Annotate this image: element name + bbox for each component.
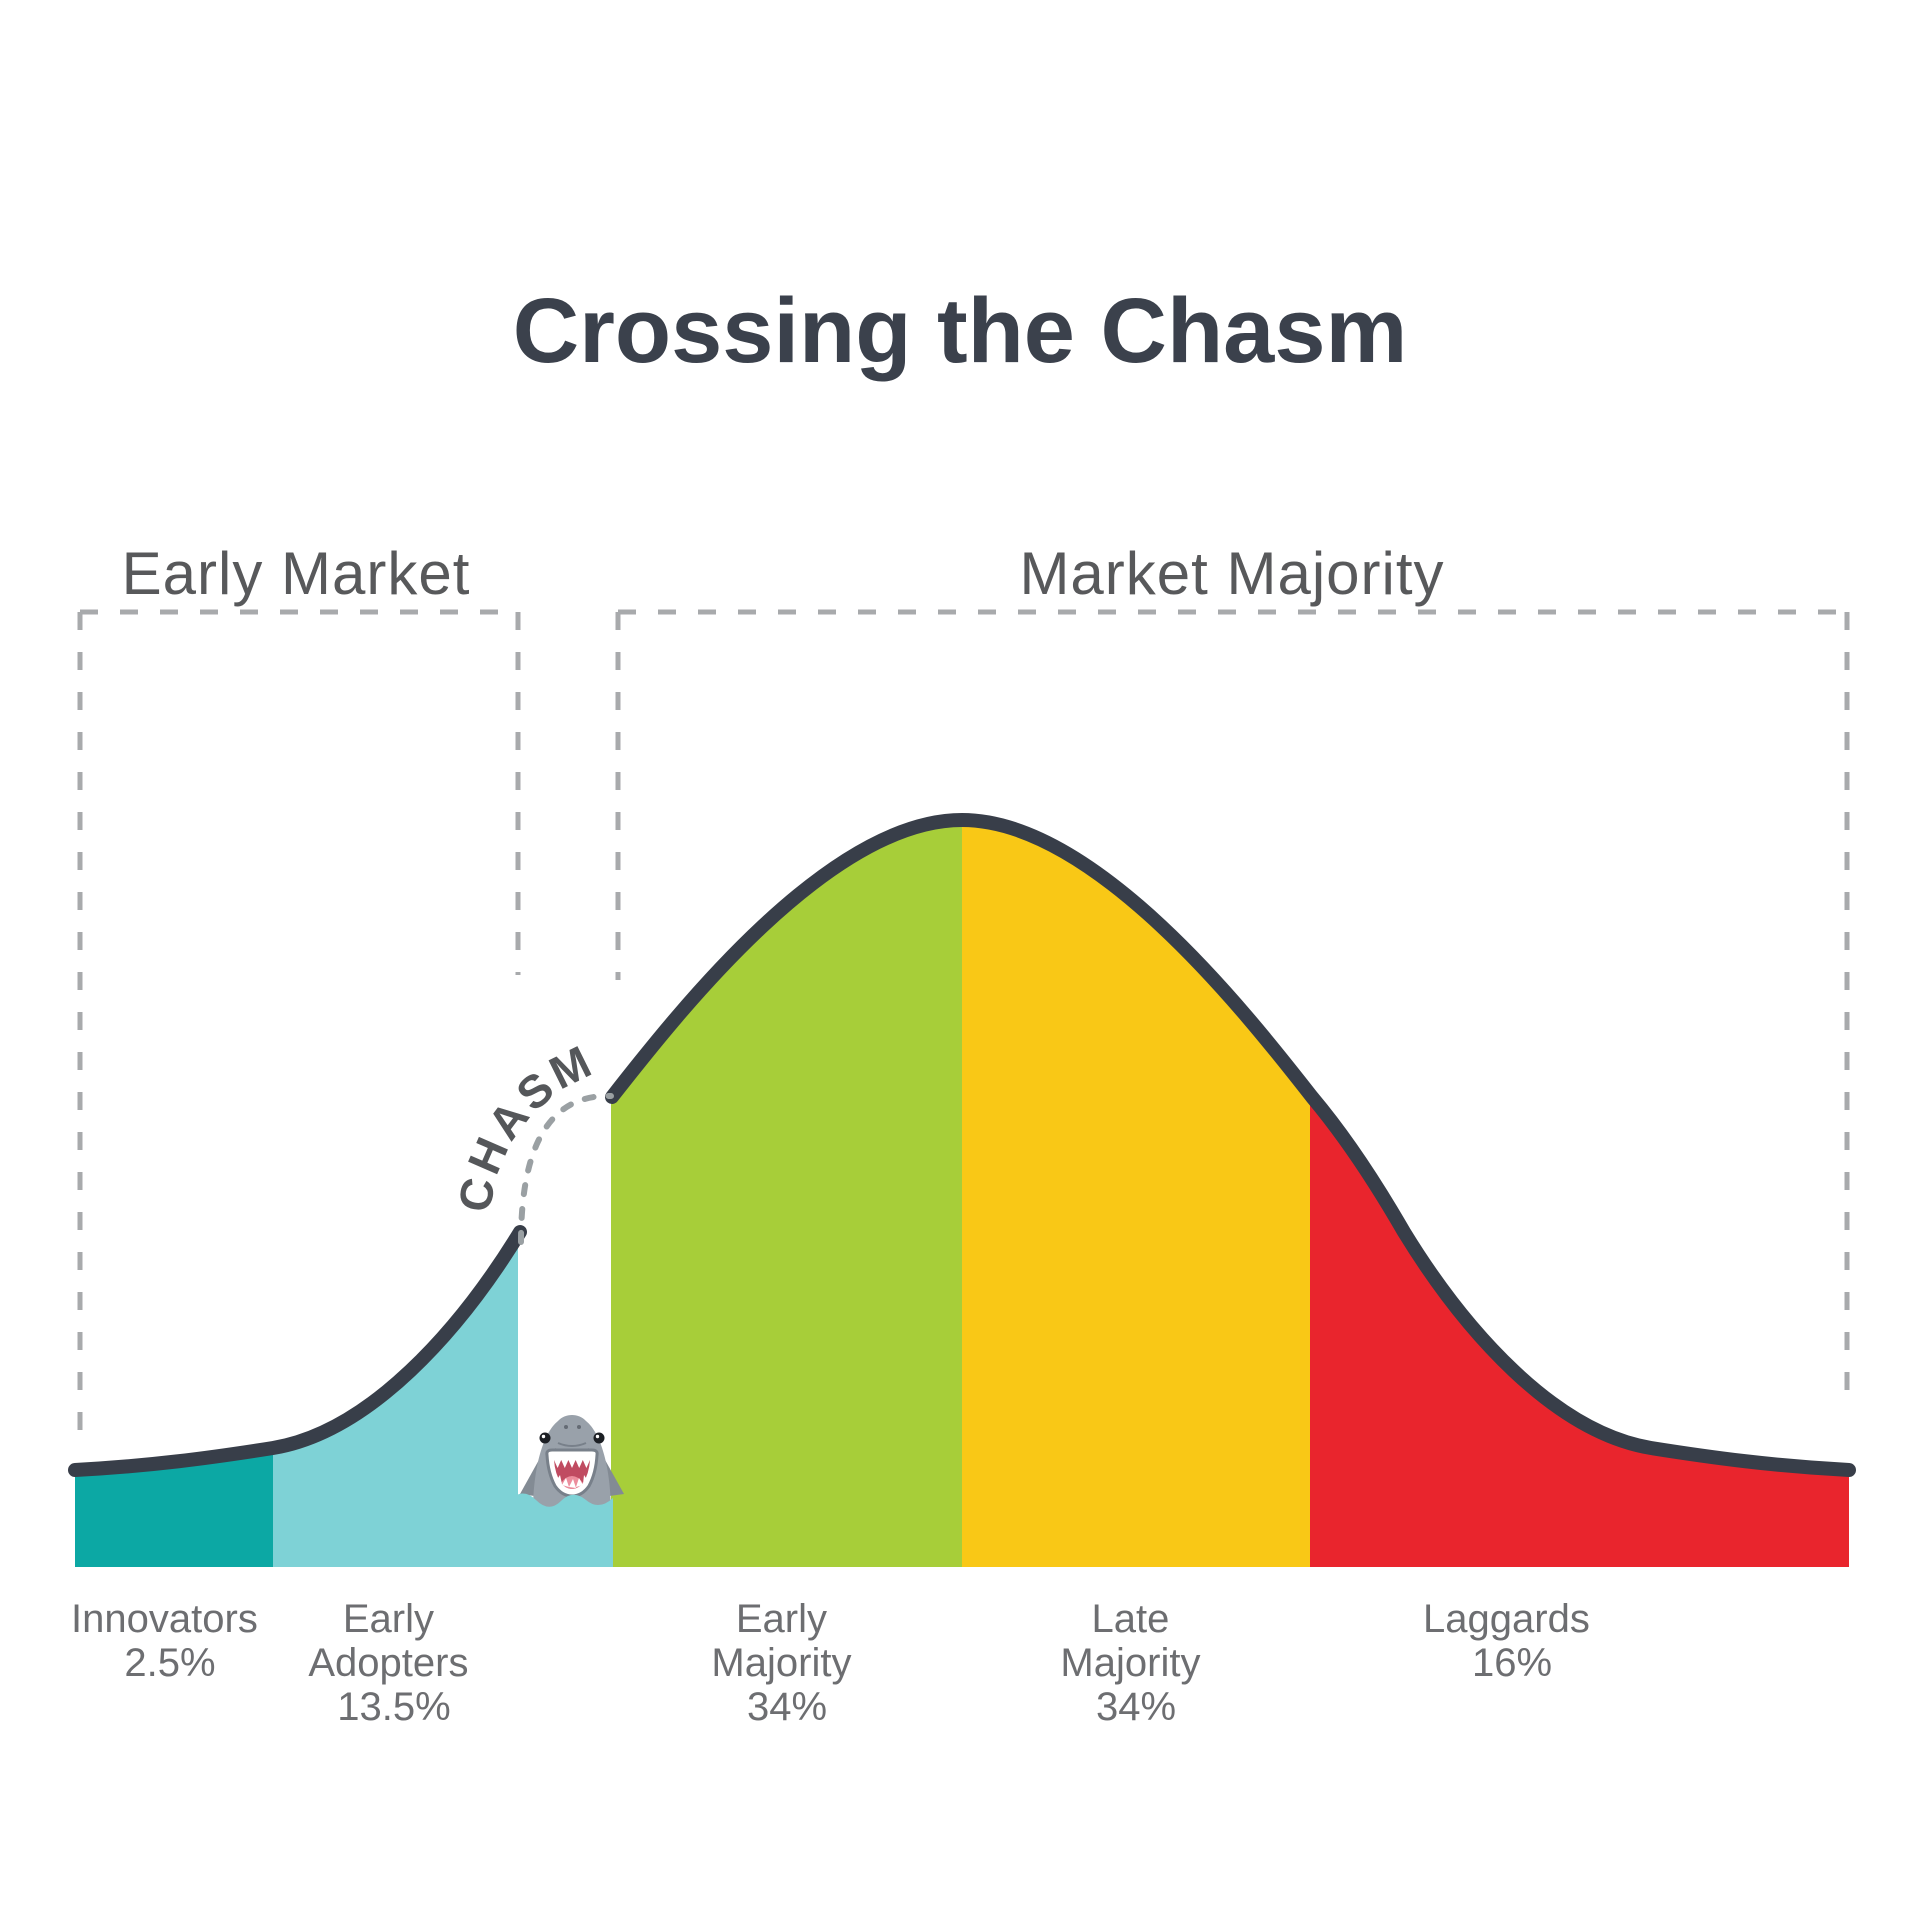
late-majority-label-line2: Majority xyxy=(1060,1641,1200,1685)
innovators-label: Innovators 2.5% xyxy=(71,1597,269,1685)
laggards-label-line1: Laggards xyxy=(1423,1597,1590,1641)
early-majority-label: Early Majority 34% xyxy=(711,1597,862,1729)
curve-stroke-left xyxy=(68,1225,527,1477)
shark-eye-right-highlight xyxy=(595,1434,600,1439)
shark-nostril-left xyxy=(564,1425,568,1429)
shark-icon xyxy=(520,1415,624,1513)
laggards-label: Laggards 16% xyxy=(1423,1597,1601,1685)
shark-eye-left-highlight xyxy=(541,1434,546,1439)
bell-curve-segments xyxy=(75,820,1849,1567)
innovators-label-pct: 2.5% xyxy=(124,1641,215,1685)
chasm-bridge-arc xyxy=(518,1092,614,1245)
early-majority-label-line2: Majority xyxy=(711,1641,851,1685)
early-adopters-label-line2: Adopters xyxy=(308,1641,468,1685)
late-majority-label: Late Majority 34% xyxy=(1060,1597,1211,1729)
page-title: Crossing the Chasm xyxy=(513,280,1408,382)
early-market-label: Early Market xyxy=(122,540,471,607)
shark-eye-left xyxy=(539,1432,551,1444)
shark-teeth-top xyxy=(554,1460,590,1468)
laggards-label-pct: 16% xyxy=(1472,1641,1552,1685)
early-market-box xyxy=(77,609,521,1437)
early-adopters-label-line1: Early xyxy=(343,1597,434,1641)
curve-stroke-right xyxy=(605,812,1856,1477)
shark-eye-right xyxy=(593,1432,605,1444)
shark-nostril-right xyxy=(577,1425,581,1429)
early-majority-label-line1: Early xyxy=(736,1597,827,1641)
market-majority-label: Market Majority xyxy=(1019,540,1444,607)
market-majority-box xyxy=(615,609,1850,1408)
segment-labels: Innovators 2.5% Early Adopters 13.5% Ear… xyxy=(71,1597,1601,1729)
late-majority-label-line1: Late xyxy=(1092,1597,1170,1641)
chasm-water-wave xyxy=(508,1493,613,1567)
early-adopters-label: Early Adopters 13.5% xyxy=(308,1597,479,1729)
late-majority-label-pct: 34% xyxy=(1096,1685,1176,1729)
early-majority-label-pct: 34% xyxy=(747,1685,827,1729)
shark-teeth-bottom xyxy=(556,1475,588,1488)
innovators-label-line1: Innovators xyxy=(71,1597,258,1641)
shark-gill-line-1 xyxy=(557,1442,587,1447)
early-adopters-label-pct: 13.5% xyxy=(337,1685,450,1729)
